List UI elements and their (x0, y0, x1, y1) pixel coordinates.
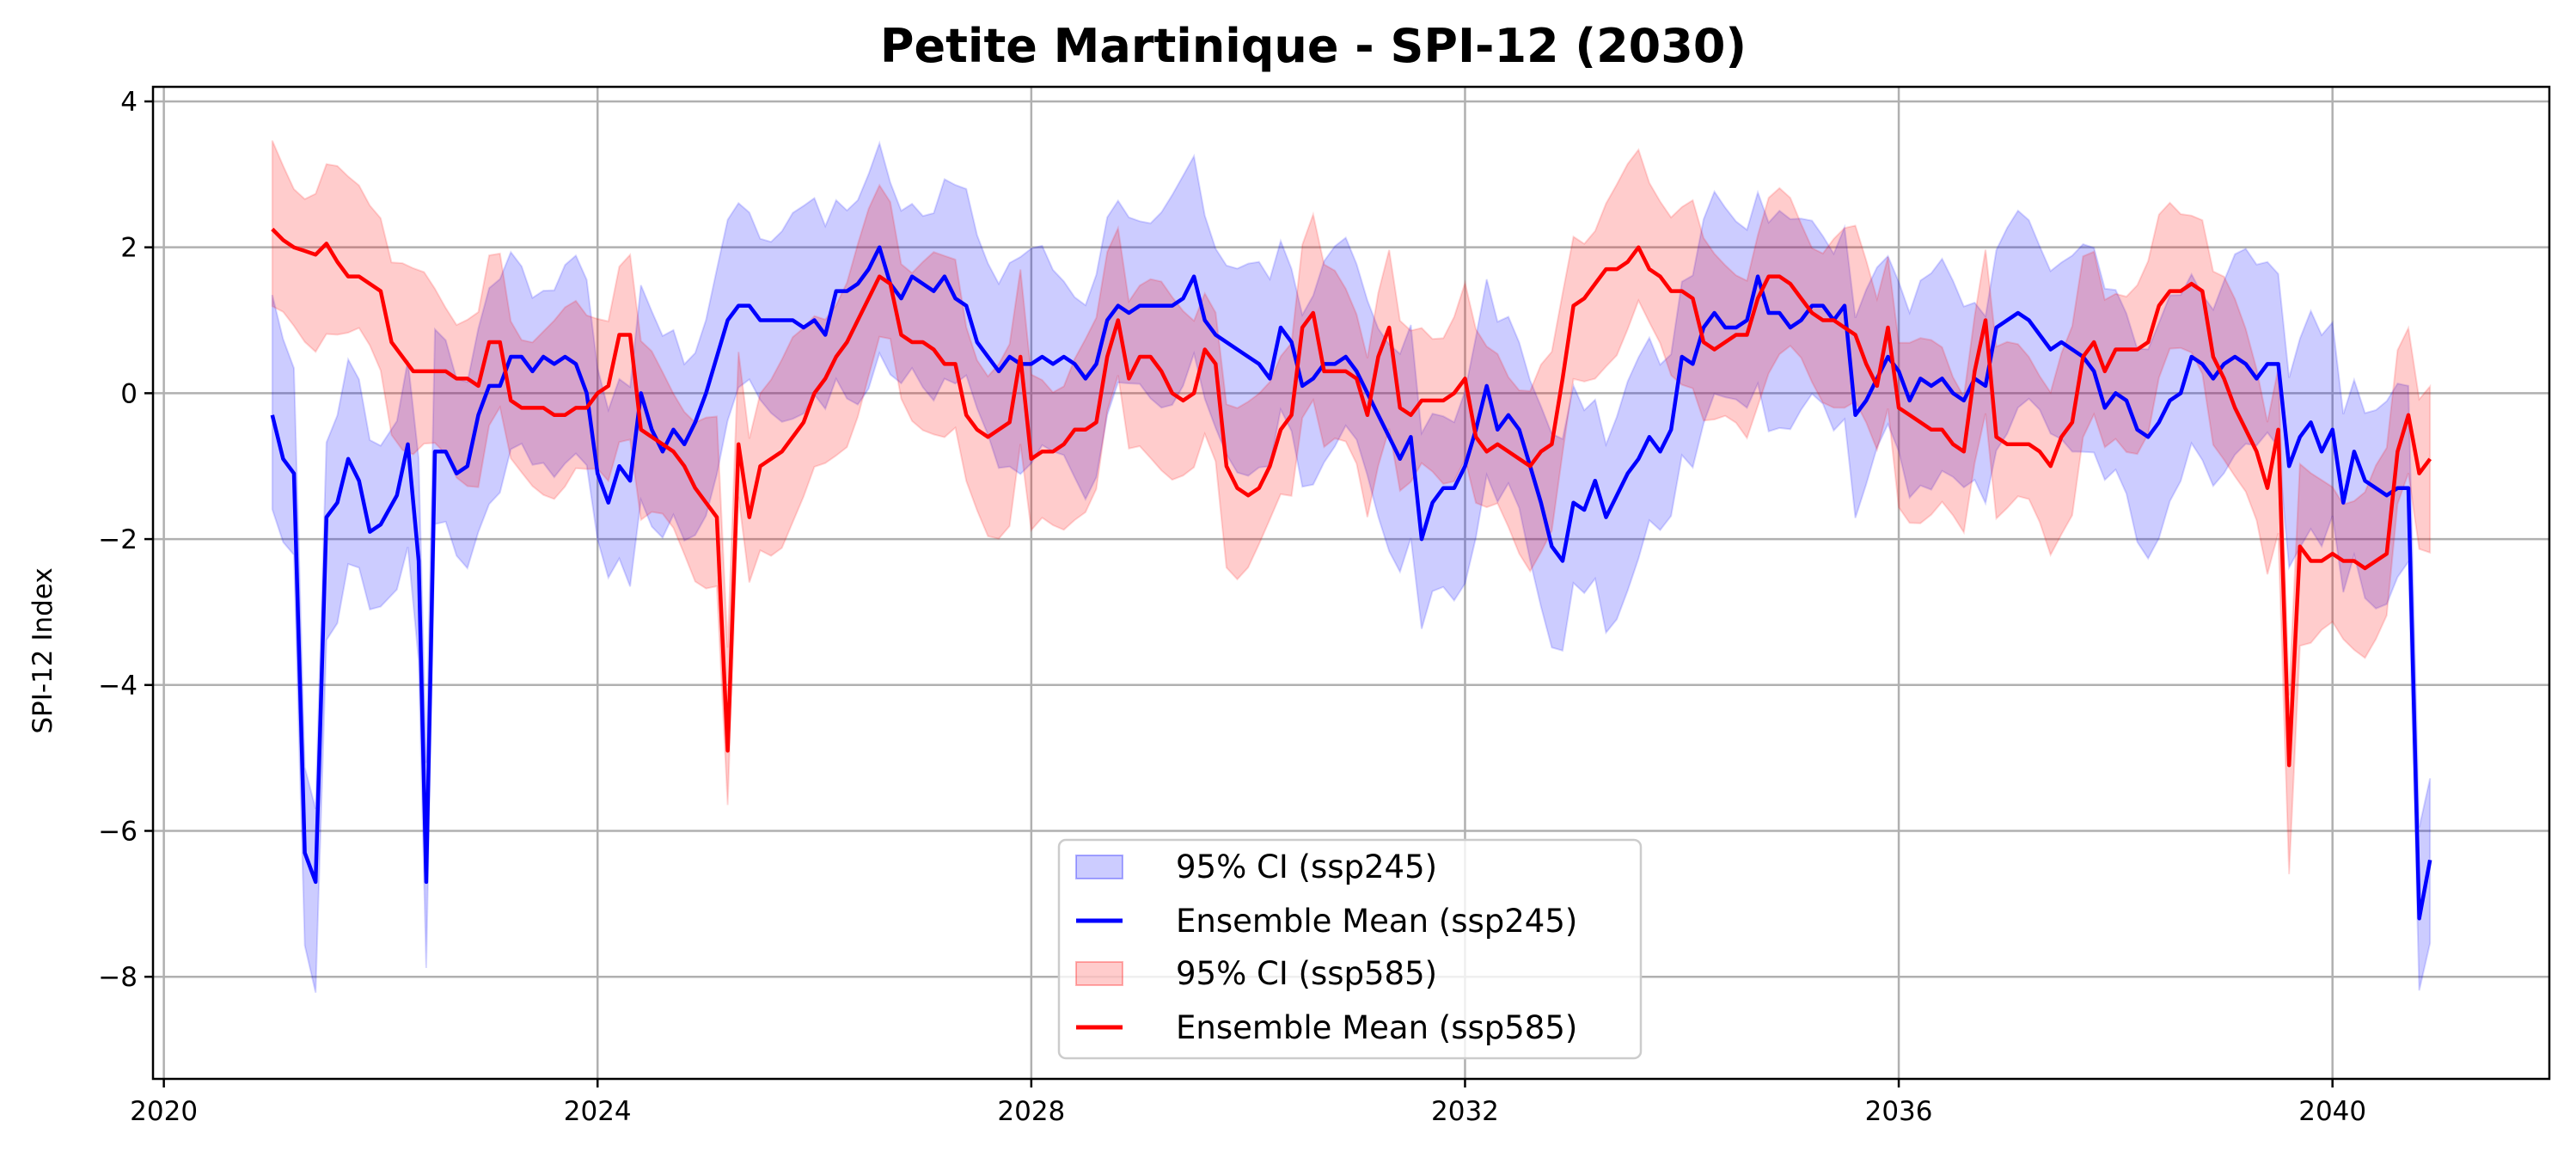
y-axis-label: SPI-12 Index (28, 567, 58, 733)
series-line-1 (271, 227, 2432, 768)
legend-swatch-ci-ssp245 (1075, 855, 1123, 879)
x-tick-label: 2040 (2298, 1096, 2366, 1127)
y-tick-label: 0 (120, 378, 138, 409)
y-axis-ticks: 4 2 0 −2 −4 −6 −8 (98, 87, 153, 993)
legend-label-mean-ssp245: Ensemble Mean (ssp245) (1176, 903, 1577, 940)
y-tick-label: −2 (98, 524, 138, 555)
y-tick-label: 4 (120, 87, 138, 118)
y-tick-label: 2 (120, 233, 138, 264)
y-tick-label: −4 (98, 671, 138, 701)
legend-label-mean-ssp585: Ensemble Mean (ssp585) (1176, 1009, 1577, 1046)
chart-title: Petite Martinique - SPI-12 (2030) (880, 19, 1747, 73)
series-lines (270, 227, 2432, 921)
x-tick-label: 2020 (130, 1096, 198, 1127)
plot-frame (151, 85, 2551, 1081)
x-tick-label: 2036 (1865, 1096, 1933, 1127)
y-tick-label: −6 (98, 817, 138, 848)
y-tick-label: −8 (98, 962, 138, 993)
legend-frame (1057, 838, 1643, 1060)
series-line-0 (270, 245, 2432, 921)
x-axis-ticks: 2020 2024 2028 2032 2036 2040 (130, 1079, 2366, 1127)
legend-label-ci-ssp245: 95% CI (ssp245) (1176, 848, 1437, 885)
x-tick-label: 2032 (1431, 1096, 1499, 1127)
legend-label-ci-ssp585: 95% CI (ssp585) (1176, 955, 1437, 992)
legend-swatch-ci-ssp585 (1075, 961, 1123, 986)
x-tick-label: 2028 (997, 1096, 1065, 1127)
x-tick-label: 2024 (564, 1096, 632, 1127)
legend: 95% CI (ssp245) Ensemble Mean (ssp245) 9… (1057, 838, 1643, 1060)
